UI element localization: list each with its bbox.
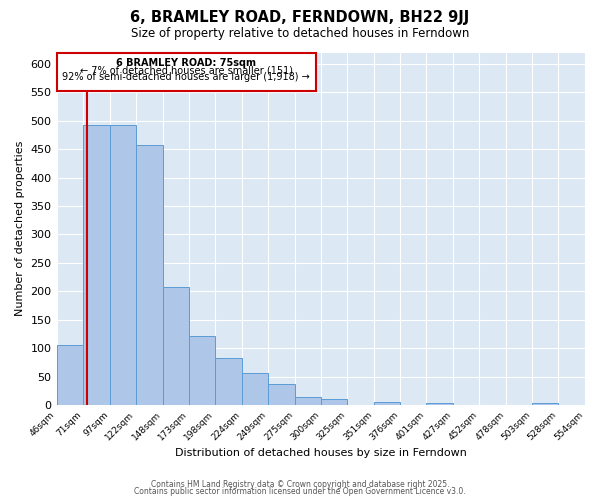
Bar (585, 402, 600, 405)
Text: 92% of semi-detached houses are larger (1,918) →: 92% of semi-detached houses are larger (… (62, 72, 310, 82)
Bar (163, 288, 188, 405)
Bar (83, 124, 110, 405)
X-axis label: Distribution of detached houses by size in Ferndown: Distribution of detached houses by size … (175, 448, 467, 458)
Bar (426, 404, 453, 405)
Bar (188, 336, 215, 405)
Text: Contains public sector information licensed under the Open Government Licence v3: Contains public sector information licen… (134, 488, 466, 496)
Bar (295, 397, 321, 405)
Bar (136, 144, 163, 405)
Text: Size of property relative to detached houses in Ferndown: Size of property relative to detached ho… (131, 28, 469, 40)
Bar (242, 372, 268, 405)
Text: 6, BRAMLEY ROAD, FERNDOWN, BH22 9JJ: 6, BRAMLEY ROAD, FERNDOWN, BH22 9JJ (130, 10, 470, 25)
Bar (215, 358, 242, 405)
FancyBboxPatch shape (56, 52, 316, 90)
Bar (56, 346, 83, 405)
Text: 6 BRAMLEY ROAD: 75sqm: 6 BRAMLEY ROAD: 75sqm (116, 58, 256, 68)
Bar (110, 124, 136, 405)
Text: Contains HM Land Registry data © Crown copyright and database right 2025.: Contains HM Land Registry data © Crown c… (151, 480, 449, 489)
Bar (374, 402, 400, 405)
Y-axis label: Number of detached properties: Number of detached properties (15, 141, 25, 316)
Text: ← 7% of detached houses are smaller (151): ← 7% of detached houses are smaller (151… (80, 65, 293, 75)
Bar (268, 384, 295, 405)
Bar (532, 404, 558, 405)
Bar (321, 400, 347, 405)
